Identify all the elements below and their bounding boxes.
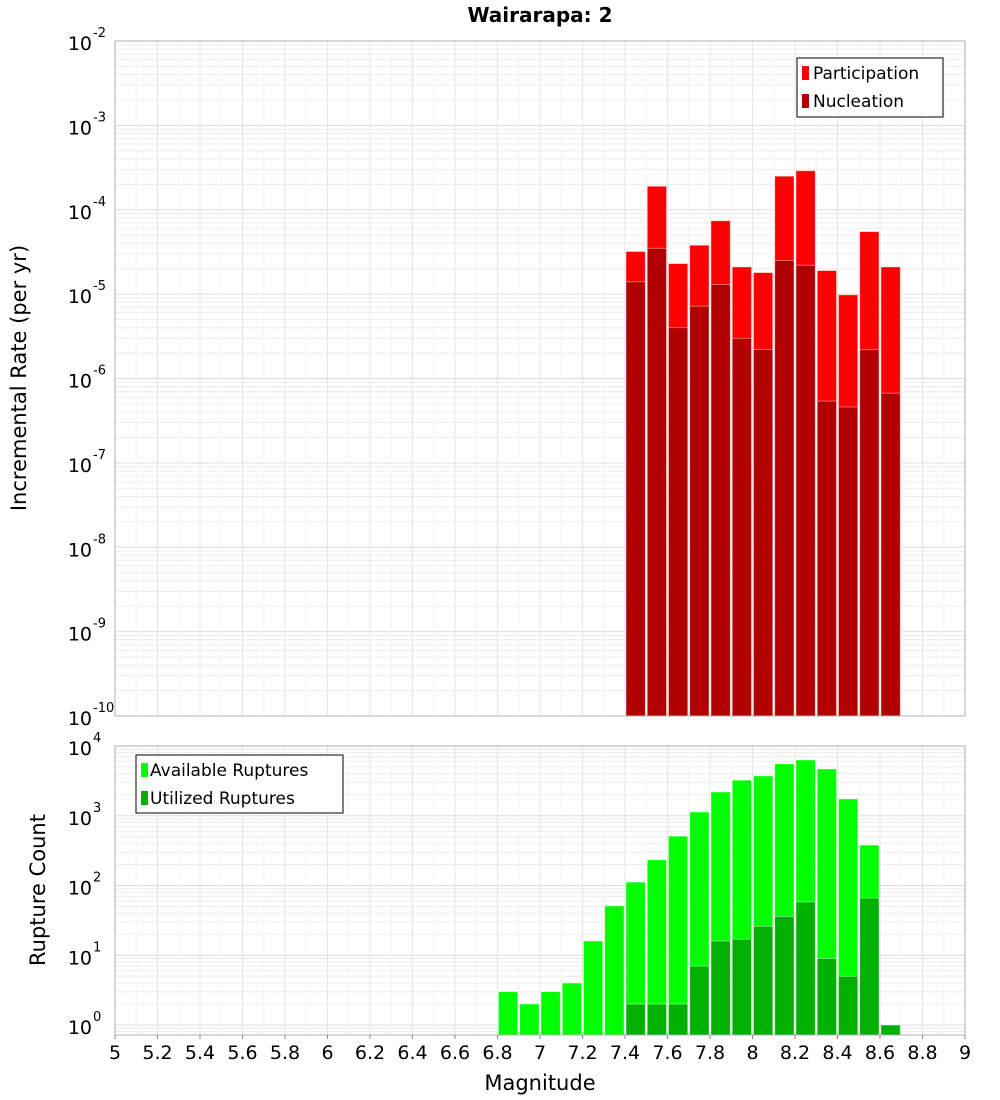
top-y-tick-exponent: -2 bbox=[93, 26, 106, 41]
top-bar-nucleation bbox=[795, 264, 816, 717]
bottom-x-tick-label: 6 bbox=[321, 1042, 333, 1064]
bottom-bar-available-ruptures bbox=[519, 1003, 540, 1036]
bottom-bar-available-ruptures bbox=[561, 982, 582, 1036]
bottom-y-tick-exponent: 3 bbox=[93, 801, 101, 816]
top-legend: Participation Nucleation bbox=[796, 57, 944, 118]
top-bar-nucleation bbox=[731, 337, 752, 717]
legend-swatch-nucleation bbox=[802, 94, 809, 108]
bottom-bar-available-ruptures bbox=[540, 991, 561, 1036]
top-bar-nucleation bbox=[625, 281, 646, 717]
bottom-y-tick-label: 10 bbox=[68, 1017, 92, 1039]
top-bar-nucleation bbox=[838, 406, 859, 717]
bottom-bar-utilized-ruptures bbox=[859, 897, 880, 1036]
legend-swatch-participation bbox=[802, 66, 809, 80]
bottom-y-tick-exponent: 1 bbox=[93, 940, 101, 955]
bottom-bar-available-ruptures bbox=[604, 905, 625, 1036]
top-bar-nucleation bbox=[774, 260, 795, 717]
bottom-x-tick-label: 8 bbox=[746, 1042, 758, 1064]
legend-swatch-available bbox=[141, 763, 148, 777]
bottom-y-tick-label: 10 bbox=[68, 947, 92, 969]
bottom-bar-utilized-ruptures bbox=[689, 965, 710, 1036]
bottom-x-tick-label: 7 bbox=[534, 1042, 546, 1064]
top-y-tick-exponent: -10 bbox=[93, 701, 114, 716]
bottom-y-axis-label: Rupture Count bbox=[26, 814, 50, 966]
top-y-tick-label: 10 bbox=[68, 624, 92, 646]
top-bar-nucleation bbox=[689, 305, 710, 717]
legend-label-nucleation: Nucleation bbox=[813, 92, 904, 112]
legend-swatch-utilized bbox=[141, 791, 148, 805]
bottom-bar-utilized-ruptures bbox=[795, 901, 816, 1036]
legend-label-utilized: Utilized Ruptures bbox=[150, 789, 295, 809]
top-y-tick-exponent: -6 bbox=[93, 364, 106, 379]
x-axis-label: Magnitude bbox=[484, 1071, 595, 1095]
bottom-bar-utilized-ruptures bbox=[774, 916, 795, 1036]
bottom-x-tick-label: 5.8 bbox=[270, 1042, 300, 1064]
bottom-y-tick-label: 10 bbox=[68, 738, 92, 760]
bottom-x-tick-label: 6.4 bbox=[397, 1042, 427, 1064]
top-y-tick-label: 10 bbox=[68, 708, 92, 730]
bottom-bar-utilized-ruptures bbox=[753, 925, 774, 1036]
bottom-bar-utilized-ruptures bbox=[646, 1003, 667, 1036]
bottom-y-tick-exponent: 4 bbox=[93, 731, 101, 746]
top-y-tick-exponent: -4 bbox=[93, 195, 106, 210]
bottom-bar-utilized-ruptures bbox=[731, 938, 752, 1036]
top-y-tick-label: 10 bbox=[68, 117, 92, 139]
bottom-y-tick-exponent: 0 bbox=[93, 1010, 101, 1025]
top-bar-nucleation bbox=[646, 247, 667, 717]
top-y-tick-exponent: -8 bbox=[93, 532, 106, 547]
top-y-tick-exponent: -3 bbox=[93, 110, 106, 125]
bottom-y-tick-exponent: 2 bbox=[93, 871, 101, 886]
bottom-y-tick-label: 10 bbox=[68, 878, 92, 900]
bottom-y-tick-label: 10 bbox=[68, 808, 92, 830]
top-y-tick-exponent: -7 bbox=[93, 448, 106, 463]
top-y-tick-label: 10 bbox=[68, 286, 92, 308]
top-y-tick-label: 10 bbox=[68, 33, 92, 55]
bottom-x-tick-label: 8.2 bbox=[780, 1042, 810, 1064]
bottom-x-tick-label: 8.8 bbox=[907, 1042, 937, 1064]
top-bar-nucleation bbox=[816, 400, 837, 717]
bottom-bar-utilized-ruptures bbox=[625, 1003, 646, 1036]
bottom-bar-utilized-ruptures bbox=[880, 1024, 901, 1036]
top-y-tick-label: 10 bbox=[68, 539, 92, 561]
bottom-legend: Available Ruptures Utilized Ruptures bbox=[135, 754, 344, 814]
top-y-axis-label: Incremental Rate (per yr) bbox=[7, 245, 31, 511]
top-bar-nucleation bbox=[753, 349, 774, 717]
top-y-tick-label: 10 bbox=[68, 371, 92, 393]
bottom-x-tick-label: 7.4 bbox=[610, 1042, 640, 1064]
bottom-bar-utilized-ruptures bbox=[668, 1003, 689, 1036]
bottom-x-tick-label: 5 bbox=[109, 1042, 121, 1064]
bottom-x-tick-label: 6.6 bbox=[440, 1042, 470, 1064]
bottom-x-tick-label: 9 bbox=[959, 1042, 971, 1064]
legend-label-participation: Participation bbox=[813, 64, 919, 84]
bottom-bar-utilized-ruptures bbox=[838, 975, 859, 1036]
bottom-x-tick-label: 6.8 bbox=[482, 1042, 512, 1064]
bottom-bar-utilized-ruptures bbox=[710, 940, 731, 1036]
bottom-x-tick-label: 8.4 bbox=[822, 1042, 852, 1064]
bottom-x-tick-label: 7.6 bbox=[652, 1042, 682, 1064]
top-y-tick-label: 10 bbox=[68, 455, 92, 477]
bottom-bar-available-ruptures bbox=[498, 991, 519, 1036]
bottom-bar-available-ruptures bbox=[583, 940, 604, 1036]
bottom-x-tick-label: 5.6 bbox=[227, 1042, 257, 1064]
top-y-tick-exponent: -5 bbox=[93, 279, 106, 294]
legend-label-available: Available Ruptures bbox=[150, 761, 308, 781]
bottom-x-tick-label: 8.6 bbox=[865, 1042, 895, 1064]
bottom-x-tick-label: 5.4 bbox=[185, 1042, 215, 1064]
top-y-tick-label: 10 bbox=[68, 202, 92, 224]
top-plot-border bbox=[114, 40, 966, 717]
bottom-x-tick-label: 7.8 bbox=[695, 1042, 725, 1064]
bottom-x-tick-label: 7.2 bbox=[567, 1042, 597, 1064]
chart-title: Wairarapa: 2 bbox=[467, 3, 612, 27]
bottom-x-tick-label: 6.2 bbox=[355, 1042, 385, 1064]
top-y-tick-exponent: -9 bbox=[93, 617, 106, 632]
bottom-bar-utilized-ruptures bbox=[816, 958, 837, 1036]
top-bar-nucleation bbox=[668, 327, 689, 717]
bottom-x-tick-label: 5.2 bbox=[142, 1042, 172, 1064]
top-bar-nucleation bbox=[710, 284, 731, 717]
top-bar-nucleation bbox=[859, 349, 880, 717]
top-bar-nucleation bbox=[880, 392, 901, 717]
